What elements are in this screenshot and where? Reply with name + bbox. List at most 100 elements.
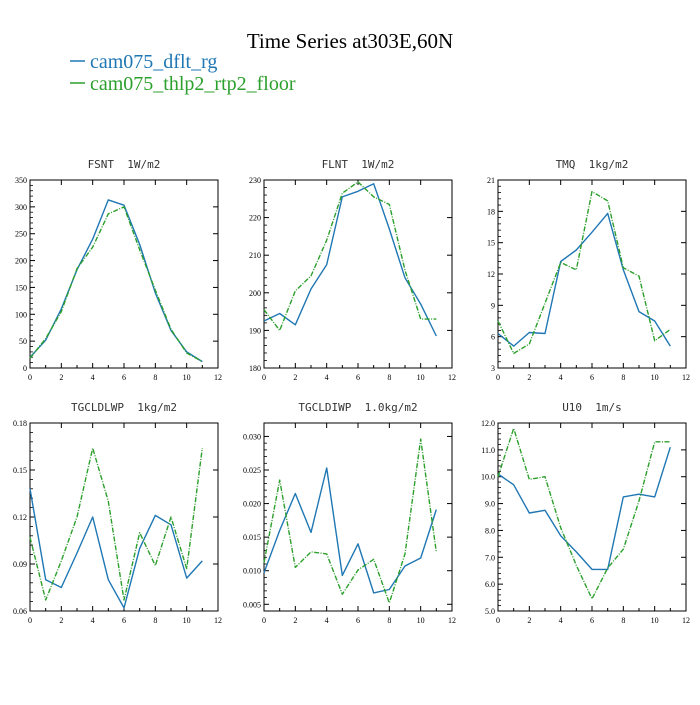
plot-frame (264, 180, 452, 368)
y-tick-label: 12 (487, 270, 495, 279)
y-tick-label: 15 (487, 239, 495, 248)
y-tick-label: 210 (249, 251, 261, 260)
y-tick-label: 0.12 (13, 513, 27, 522)
x-tick-label: 0 (262, 616, 266, 625)
x-tick-label: 10 (651, 373, 659, 382)
x-tick-label: 2 (59, 373, 63, 382)
y-tick-label: 0.020 (243, 500, 261, 509)
y-tick-label: 200 (15, 257, 27, 266)
x-tick-label: 4 (91, 616, 95, 625)
y-tick-label: 150 (15, 283, 27, 292)
y-tick-label: 180 (249, 364, 261, 373)
panel-title: FLNT 1W/m2 (322, 158, 395, 171)
x-tick-label: 10 (417, 616, 425, 625)
x-tick-label: 4 (325, 616, 329, 625)
y-tick-label: 0.010 (243, 567, 261, 576)
x-tick-label: 8 (387, 373, 391, 382)
panel-title: TGCLDLWP 1kg/m2 (71, 401, 177, 414)
x-tick-label: 2 (59, 616, 63, 625)
series-line-dflt (264, 468, 436, 593)
y-tick-label: 200 (249, 289, 261, 298)
figure-legend: cam075_dflt_rg cam075_thlp2_rtp2_floor (70, 51, 296, 95)
legend-label-floor: cam075_thlp2_rtp2_floor (90, 73, 296, 95)
y-tick-label: 190 (249, 326, 261, 335)
x-tick-label: 6 (590, 616, 594, 625)
y-tick-label: 10.0 (481, 473, 495, 482)
x-tick-label: 10 (183, 616, 191, 625)
y-tick-label: 0 (23, 364, 27, 373)
x-tick-label: 0 (262, 373, 266, 382)
y-tick-label: 0.06 (13, 607, 27, 616)
series-line-floor (30, 207, 202, 362)
series-line-dflt (498, 447, 670, 569)
y-tick-label: 0.09 (13, 560, 27, 569)
y-tick-label: 6.0 (485, 580, 495, 589)
y-tick-label: 250 (15, 230, 27, 239)
x-tick-label: 10 (651, 616, 659, 625)
y-tick-label: 7.0 (485, 553, 495, 562)
x-tick-label: 8 (621, 616, 625, 625)
x-tick-label: 12 (448, 616, 456, 625)
x-tick-label: 8 (153, 616, 157, 625)
y-tick-label: 9.0 (485, 500, 495, 509)
y-tick-label: 6 (491, 333, 495, 342)
x-tick-label: 0 (28, 616, 32, 625)
plot-frame (498, 180, 686, 368)
series-line-floor (498, 192, 670, 354)
plot-frame (30, 423, 218, 611)
x-tick-label: 2 (293, 616, 297, 625)
x-tick-label: 4 (91, 373, 95, 382)
figure-title: Time Series at303E,60N (247, 29, 453, 53)
x-tick-label: 8 (387, 616, 391, 625)
x-tick-label: 10 (417, 373, 425, 382)
x-tick-label: 2 (527, 373, 531, 382)
panel-title: TMQ 1kg/m2 (556, 158, 629, 171)
y-tick-label: 0.005 (243, 600, 261, 609)
y-tick-label: 11.0 (481, 446, 495, 455)
y-tick-label: 0.030 (243, 432, 261, 441)
x-tick-label: 6 (122, 616, 126, 625)
y-tick-label: 9 (491, 301, 495, 310)
y-tick-label: 0.015 (243, 533, 261, 542)
x-tick-label: 6 (356, 616, 360, 625)
x-tick-label: 4 (559, 616, 563, 625)
panel-title: U10 1m/s (562, 401, 622, 414)
x-tick-label: 0 (496, 616, 500, 625)
x-tick-label: 6 (590, 373, 594, 382)
x-tick-label: 12 (682, 373, 690, 382)
y-tick-label: 350 (15, 176, 27, 185)
series-line-floor (264, 182, 436, 331)
y-tick-label: 3 (491, 364, 495, 373)
x-tick-label: 2 (527, 616, 531, 625)
y-tick-label: 0.18 (13, 419, 27, 428)
y-tick-label: 0.025 (243, 466, 261, 475)
y-tick-label: 300 (15, 203, 27, 212)
series-line-floor (498, 428, 670, 599)
x-tick-label: 12 (682, 616, 690, 625)
y-tick-label: 18 (487, 207, 495, 216)
series-line-floor (30, 448, 202, 600)
series-line-dflt (30, 200, 202, 362)
x-tick-label: 12 (448, 373, 456, 382)
x-tick-label: 6 (356, 373, 360, 382)
y-tick-label: 220 (249, 214, 261, 223)
x-tick-label: 0 (496, 373, 500, 382)
x-tick-label: 12 (214, 616, 222, 625)
x-tick-label: 8 (153, 373, 157, 382)
x-tick-label: 6 (122, 373, 126, 382)
x-tick-label: 10 (183, 373, 191, 382)
y-tick-label: 12.0 (481, 419, 495, 428)
plot-frame (264, 423, 452, 611)
legend-label-dflt: cam075_dflt_rg (90, 51, 217, 73)
y-tick-label: 8.0 (485, 526, 495, 535)
y-tick-label: 230 (249, 176, 261, 185)
x-tick-label: 4 (559, 373, 563, 382)
panel-title: FSNT 1W/m2 (88, 158, 161, 171)
